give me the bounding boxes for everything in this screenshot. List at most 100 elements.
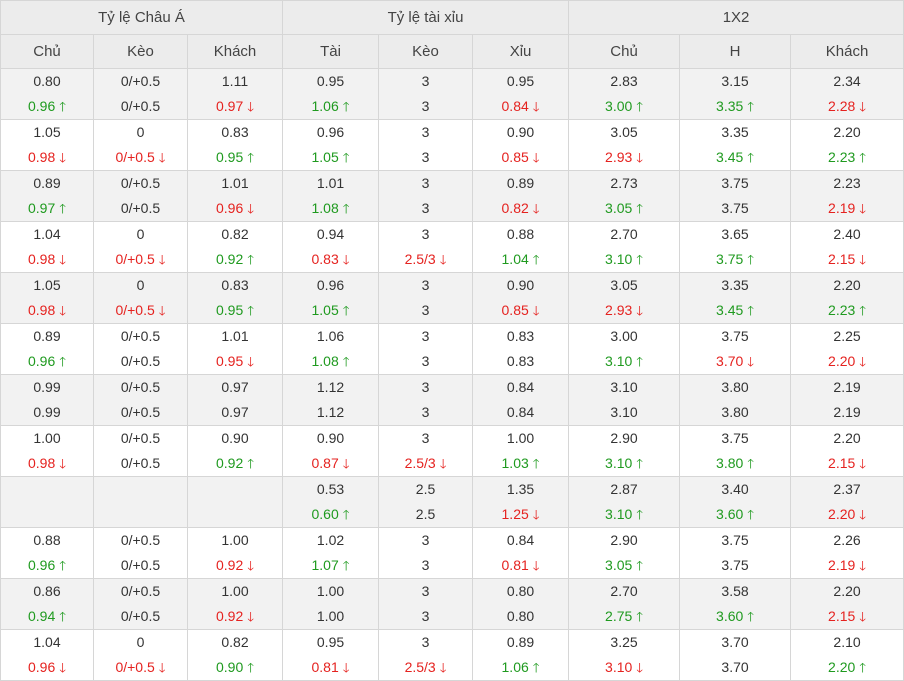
odds-value: 3.58 <box>721 583 749 599</box>
odds-value: 3.80 <box>721 379 749 395</box>
current-odds: 0.94 🡑 <box>2 604 93 629</box>
odds-value: 2.15 <box>828 455 856 471</box>
opening-odds: 2.70 <box>570 223 679 248</box>
odds-value: 0.95 <box>316 634 345 650</box>
odds-value: 0.90 <box>506 124 535 140</box>
odds-value: 3.75 <box>721 175 749 191</box>
current-odds: 0/+0.5 <box>95 196 187 221</box>
opening-odds: 3.75 <box>681 529 790 554</box>
opening-odds: 1.01 <box>189 172 282 197</box>
odds-value: 3 <box>421 379 430 395</box>
odds-cell: 0.80 0.96 🡑 <box>0 68 94 120</box>
arrow-up-icon: 🡑 <box>747 252 755 267</box>
current-odds: 3 <box>380 298 472 323</box>
opening-odds: 2.34 <box>792 70 903 95</box>
opening-odds: 1.12 <box>284 376 378 401</box>
opening-odds: 0.90 <box>474 121 568 146</box>
header-group-asian-handicap: Tỷ lệ Châu Á <box>0 0 284 35</box>
odds-value: 2.19 <box>828 557 856 573</box>
table-row: 0.80 0.96 🡑 0/+0.5 0/+0.5 1.11 0.97 🡓 0.95 1.06 🡑 3… <box>0 68 904 120</box>
odds-cell: 3.58 3.60 🡑 <box>679 578 792 630</box>
odds-value: 2.5/3 <box>404 659 436 675</box>
odds-value: 0.97 <box>216 98 244 114</box>
odds-value: 2.19 <box>833 404 861 420</box>
odds-value: 3 <box>421 583 430 599</box>
odds-value: 3.75 <box>721 328 749 344</box>
opening-odds: 0/+0.5 <box>95 580 187 605</box>
arrow-up-icon: 🡑 <box>59 609 66 624</box>
table-row: 0.99 0.99 0/+0.5 0/+0.5 0.97 0.97 1.12 1.12 3 3 0.… <box>0 374 904 426</box>
odds-value: 0.99 <box>33 379 61 395</box>
arrow-up-icon: 🡑 <box>59 558 66 573</box>
opening-odds: 0.80 <box>474 580 568 605</box>
col-header-total-line: Kèo <box>378 34 474 69</box>
odds-value: 1.08 <box>311 353 339 369</box>
odds-cell <box>0 476 94 528</box>
opening-odds: 0.83 <box>474 325 568 350</box>
odds-cell: 2.23 2.19 🡓 <box>790 170 904 222</box>
odds-cell: 3.75 3.70 🡓 <box>679 323 792 375</box>
odds-cell: 0/+0.5 0/+0.5 <box>93 425 188 477</box>
current-odds: 2.20 🡑 <box>792 655 903 680</box>
odds-value: 0/+0.5 <box>120 583 161 599</box>
arrow-up-icon: 🡑 <box>342 558 350 573</box>
header-group-over-under: Tỷ lệ tài xỉu <box>282 0 570 35</box>
opening-odds: 0 <box>95 274 187 299</box>
current-odds: 1.08 🡑 <box>284 349 378 374</box>
odds-cell: 0.99 0.99 <box>0 374 94 426</box>
odds-cell: 0 0/+0.5 🡓 <box>93 629 188 681</box>
current-odds: 3.10 🡓 <box>570 655 679 680</box>
arrow-up-icon: 🡑 <box>636 609 644 624</box>
odds-value: 3.75 <box>721 557 749 573</box>
odds-cell: 3.40 3.60 🡑 <box>679 476 792 528</box>
odds-value: 2.20 <box>833 430 861 446</box>
opening-odds: 3.75 <box>681 325 790 350</box>
table-header: Tỷ lệ Châu Á Tỷ lệ tài xỉu 1X2 Chủ Kèo K… <box>0 0 904 69</box>
opening-odds <box>95 478 187 503</box>
current-odds: 2.23 🡑 <box>792 298 903 323</box>
odds-value: 2.93 <box>605 302 633 318</box>
opening-odds: 0.53 <box>284 478 378 503</box>
arrow-up-icon: 🡑 <box>636 99 644 114</box>
current-odds: 0.82 🡓 <box>474 196 568 221</box>
odds-value: 0.92 <box>216 251 244 267</box>
current-odds: 0/+0.5 🡓 <box>95 655 187 680</box>
arrow-up-icon: 🡑 <box>532 252 540 267</box>
arrow-up-icon: 🡑 <box>342 507 350 522</box>
opening-odds: 1.04 <box>2 223 93 248</box>
odds-value: 0/+0.5 <box>120 608 161 624</box>
odds-value: 0.92 <box>216 557 244 573</box>
col-header-away: Khách <box>186 34 284 69</box>
opening-odds: 3 <box>380 529 472 554</box>
current-odds: 2.19 🡓 <box>792 196 903 221</box>
odds-cell: 3.05 2.93 🡓 <box>568 272 681 324</box>
odds-cell: 0.53 0.60 🡑 <box>282 476 380 528</box>
odds-value: 1.07 <box>311 557 339 573</box>
odds-value: 1.00 <box>33 430 61 446</box>
opening-odds: 0.90 <box>189 427 282 452</box>
odds-value: 3.65 <box>721 226 749 242</box>
odds-value: 0.83 <box>311 251 339 267</box>
odds-cell: 2.70 3.10 🡑 <box>568 221 681 273</box>
odds-cell: 0.89 0.82 🡓 <box>472 170 570 222</box>
arrow-up-icon: 🡑 <box>532 456 540 471</box>
odds-value: 2.10 <box>833 634 861 650</box>
odds-cell: 3.10 3.10 <box>568 374 681 426</box>
odds-value: 0/+0.5 <box>120 200 161 216</box>
opening-odds: 2.70 <box>570 580 679 605</box>
odds-value: 0.83 <box>506 328 535 344</box>
current-odds: 3 <box>380 400 472 425</box>
current-odds: 0/+0.5 <box>95 553 187 578</box>
odds-value: 2.40 <box>833 226 861 242</box>
odds-cell: 3 2.5/3 🡓 <box>378 425 474 477</box>
arrow-up-icon: 🡑 <box>747 150 755 165</box>
odds-cell: 2.20 2.23 🡑 <box>790 272 904 324</box>
odds-value: 0.83 <box>506 353 535 369</box>
opening-odds: 0.97 <box>189 376 282 401</box>
odds-value: 2.19 <box>833 379 861 395</box>
odds-value: 0.80 <box>506 583 535 599</box>
odds-cell: 2.34 2.28 🡓 <box>790 68 904 120</box>
current-odds: 3.10 <box>570 400 679 425</box>
odds-value: 0.95 <box>316 73 345 89</box>
